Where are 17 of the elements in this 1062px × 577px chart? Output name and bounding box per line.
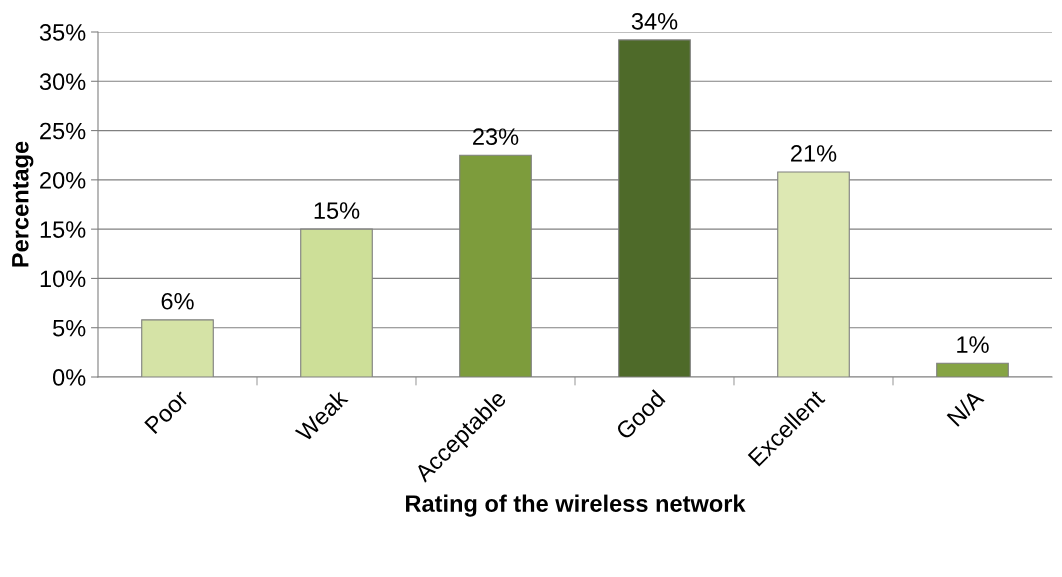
y-tick-label: 20% [40, 171, 86, 189]
x-tick-label: N/A [946, 388, 985, 427]
data-label: 21% [791, 145, 837, 162]
y-tick-label: 25% [40, 122, 86, 140]
y-tick-label: 10% [40, 270, 86, 288]
data-label: 23% [473, 128, 519, 145]
y-tick-label: 35% [39, 24, 86, 41]
data-label: 1% [957, 336, 989, 353]
y-tick-label: 0% [52, 369, 86, 386]
y-tick-label: 5% [53, 319, 86, 337]
x-axis-title: Rating of the wireless network [406, 494, 746, 517]
data-label: 34% [631, 12, 678, 30]
data-label: 6% [161, 292, 194, 310]
y-tick-label: 30% [39, 73, 86, 91]
y-tick-label: 15% [40, 221, 86, 238]
data-label: 15% [314, 202, 360, 219]
y-axis-title: Percentage [12, 141, 34, 267]
